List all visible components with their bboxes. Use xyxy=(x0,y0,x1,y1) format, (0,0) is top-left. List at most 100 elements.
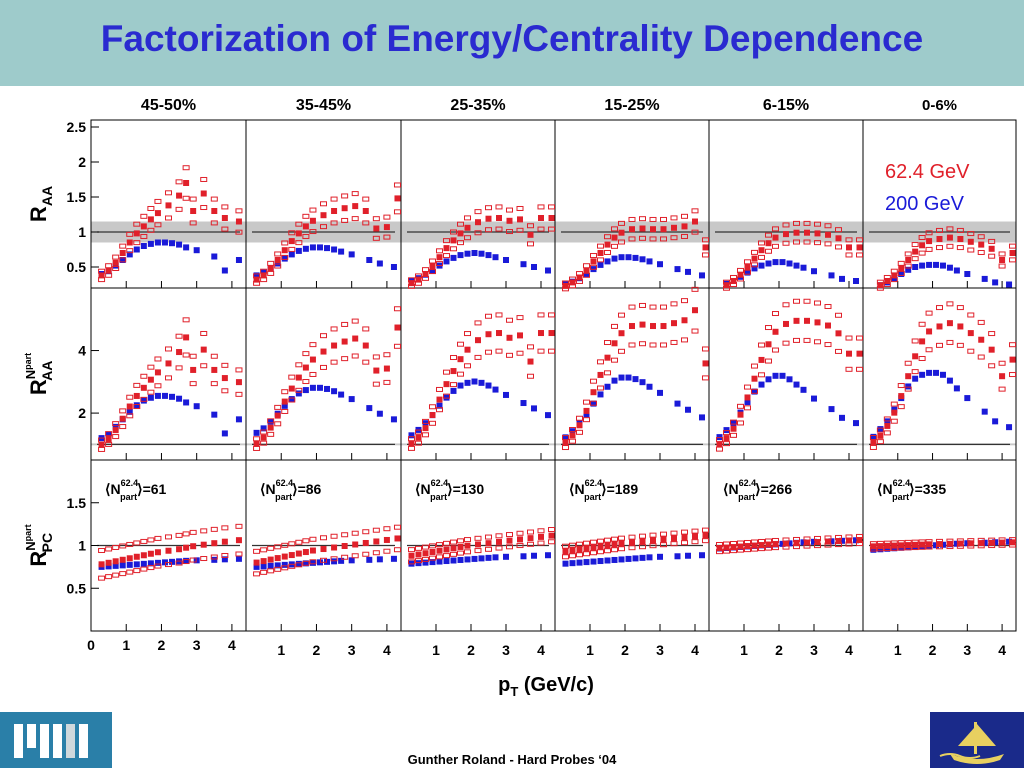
data-point xyxy=(260,558,267,565)
data-point xyxy=(288,238,295,245)
systematic-error-box xyxy=(765,248,772,254)
systematic-error-box xyxy=(527,344,534,350)
systematic-error-box xyxy=(681,233,688,239)
data-point xyxy=(576,422,583,429)
systematic-error-box xyxy=(946,243,954,249)
data-point xyxy=(870,433,877,440)
data-point xyxy=(253,563,260,570)
systematic-error-box xyxy=(611,357,618,363)
systematic-error-box xyxy=(450,355,457,361)
systematic-error-box xyxy=(814,339,821,345)
y-tick-label: 2.5 xyxy=(67,119,87,135)
data-point xyxy=(147,240,154,247)
data-point xyxy=(140,560,147,567)
data-point xyxy=(221,215,228,221)
systematic-error-box xyxy=(126,569,134,575)
data-point xyxy=(744,269,751,276)
data-point xyxy=(464,250,471,257)
systematic-error-box xyxy=(495,533,503,539)
data-point xyxy=(804,229,810,236)
systematic-error-box xyxy=(383,234,391,240)
data-point xyxy=(912,264,919,270)
systematic-error-box xyxy=(904,360,912,366)
data-point xyxy=(629,539,635,546)
systematic-error-box xyxy=(330,556,338,562)
data-point xyxy=(457,230,464,237)
systematic-error-box xyxy=(702,375,709,381)
data-point xyxy=(496,330,502,337)
data-point xyxy=(274,260,281,267)
systematic-error-box xyxy=(464,215,471,221)
data-point xyxy=(394,535,401,542)
data-point xyxy=(926,328,933,335)
data-point xyxy=(846,350,852,357)
data-point xyxy=(190,366,197,373)
data-point xyxy=(471,250,478,256)
systematic-error-box xyxy=(590,539,597,545)
data-point xyxy=(545,552,551,559)
systematic-error-box xyxy=(154,535,162,541)
data-point xyxy=(786,260,793,267)
x-tick-label: 2 xyxy=(313,642,321,658)
systematic-error-box xyxy=(274,421,282,427)
systematic-error-box xyxy=(998,360,1006,366)
systematic-error-box xyxy=(803,337,811,343)
npart-label: ⟨N62.4 part⟩=130 xyxy=(415,478,484,502)
systematic-error-box xyxy=(681,529,688,535)
data-point xyxy=(485,331,492,338)
x-tick-label: 2 xyxy=(621,642,629,658)
systematic-error-box xyxy=(443,393,450,399)
data-point xyxy=(324,558,331,565)
data-point xyxy=(891,409,898,416)
data-point xyxy=(825,538,831,545)
data-point xyxy=(98,441,105,448)
systematic-error-box xyxy=(140,213,148,219)
data-point xyxy=(235,537,242,544)
systematic-error-box xyxy=(835,244,842,250)
data-point xyxy=(988,346,995,353)
data-point xyxy=(905,257,912,263)
systematic-error-box xyxy=(506,229,513,235)
systematic-error-box xyxy=(112,421,120,427)
data-point xyxy=(751,542,758,549)
systematic-error-box xyxy=(751,249,758,255)
data-point xyxy=(457,382,464,389)
data-point xyxy=(253,440,260,447)
data-point xyxy=(576,559,583,566)
systematic-error-box xyxy=(274,404,282,410)
systematic-error-box xyxy=(618,348,625,354)
data-point xyxy=(905,383,912,390)
systematic-error-box xyxy=(897,404,905,410)
systematic-error-box xyxy=(904,251,912,257)
y-axis-title-text: RNpartPC xyxy=(23,524,55,566)
data-point xyxy=(978,540,985,547)
systematic-error-box xyxy=(506,544,513,550)
data-point xyxy=(744,264,751,270)
data-point xyxy=(309,217,316,224)
data-point xyxy=(471,378,478,385)
data-point xyxy=(999,539,1006,546)
systematic-error-box xyxy=(977,234,985,240)
data-point xyxy=(176,546,183,553)
data-point xyxy=(625,555,632,562)
data-point xyxy=(457,356,464,363)
data-point xyxy=(341,205,348,212)
systematic-error-box xyxy=(516,530,524,536)
data-point xyxy=(316,244,323,251)
data-point xyxy=(485,215,492,222)
systematic-error-box xyxy=(835,348,842,354)
systematic-error-box xyxy=(670,530,678,536)
systematic-error-box xyxy=(351,530,359,536)
systematic-error-box xyxy=(372,527,380,533)
data-point xyxy=(583,411,590,418)
systematic-error-box xyxy=(649,543,657,549)
data-point xyxy=(422,550,429,557)
data-point xyxy=(783,540,789,547)
systematic-error-box xyxy=(660,216,667,222)
data-point xyxy=(436,547,443,554)
systematic-error-box xyxy=(175,365,183,371)
data-point xyxy=(576,274,583,281)
data-point xyxy=(758,247,765,254)
systematic-error-box xyxy=(537,226,545,232)
data-point xyxy=(450,237,457,244)
